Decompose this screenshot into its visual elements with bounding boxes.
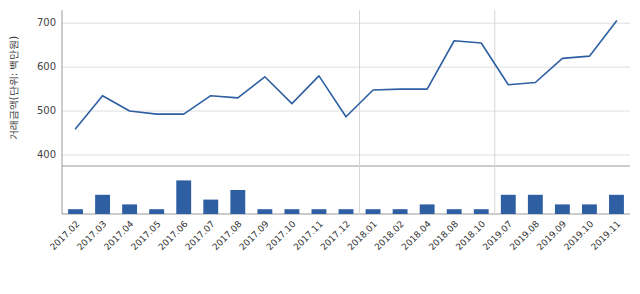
grid-line	[62, 111, 630, 112]
bar	[555, 204, 570, 214]
separator-line	[494, 166, 495, 214]
bar	[609, 195, 624, 214]
bar	[312, 209, 327, 214]
bar	[95, 195, 110, 214]
chart-root: 400 500 600 700 거래금액(단위: 백만원) 2017.022017.032…	[0, 0, 640, 294]
bar	[257, 209, 272, 214]
bar	[284, 209, 299, 214]
y-tick-label: 700	[37, 17, 56, 28]
bar	[203, 200, 218, 214]
grid-line	[62, 67, 630, 68]
separator-line	[359, 166, 360, 214]
bar	[582, 204, 597, 214]
bar	[339, 209, 354, 214]
y-axis-label: 거래금액(단위: 백만원)	[8, 36, 19, 140]
y-tick-label: 600	[37, 61, 56, 72]
y-tick-label: 500	[37, 105, 56, 116]
bar	[447, 209, 462, 214]
separator-line	[494, 10, 495, 166]
bar	[366, 209, 381, 214]
bar	[393, 209, 408, 214]
bar	[420, 204, 435, 214]
y-tick-label: 400	[37, 149, 56, 160]
bar	[528, 195, 543, 214]
bar	[501, 195, 516, 214]
x-tick-label: 2019.11	[589, 219, 622, 252]
y-axis-line	[62, 166, 63, 214]
bar	[176, 180, 191, 214]
x-axis-line	[62, 166, 630, 167]
line	[76, 21, 617, 129]
y-axis-line	[62, 10, 63, 166]
marks	[68, 180, 624, 214]
bar	[474, 209, 489, 214]
bar	[122, 204, 137, 214]
line-panel: 400 500 600 700 거래금액(단위: 백만원)	[8, 10, 630, 166]
bar	[149, 209, 164, 214]
grid-line	[62, 155, 630, 156]
bar	[68, 209, 83, 214]
separator-line	[359, 10, 360, 166]
bar-panel: 2017.022017.032017.042017.052017.062017.…	[48, 166, 630, 252]
bar	[230, 190, 245, 214]
marks	[76, 21, 617, 129]
grid-line	[62, 23, 630, 24]
